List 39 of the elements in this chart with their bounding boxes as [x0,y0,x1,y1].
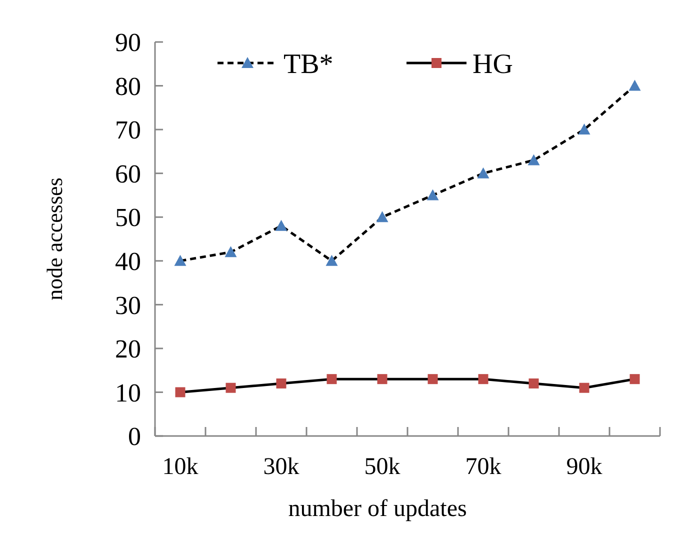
point [528,154,540,166]
y-tick-label: 0 [128,422,141,452]
x-tick-label: 70k [465,454,502,480]
point [326,374,337,384]
point [426,189,439,200]
point [478,374,488,384]
point [326,254,338,266]
x-tick-label: 10k [162,454,198,480]
point [630,374,640,384]
x-tick-label: 30k [263,454,300,480]
point [174,254,186,266]
x-tick-label: 50k [364,454,400,480]
y-axis-title: node accesses [42,178,67,300]
y-tick-label: 80 [115,72,141,101]
y-tick-label: 50 [115,203,141,232]
point [224,246,237,258]
point [376,211,388,222]
legend-label: TB* [284,48,334,80]
y-tick-label: 20 [115,334,141,364]
point [276,378,286,388]
point [579,382,590,393]
point [175,387,186,398]
x-axis-title: number of updates [288,496,467,522]
y-tick-label: 60 [115,159,141,188]
point [477,167,490,178]
point [226,382,236,393]
point [528,378,539,388]
y-tick-label: 40 [115,246,141,276]
point [377,374,388,384]
y-tick-label: 30 [115,290,141,320]
point [428,374,438,384]
y-tick-label: 90 [115,28,141,58]
point [275,220,288,231]
point [628,80,641,91]
x-tick-label: 90k [566,454,602,480]
legend-label: HG [472,48,513,80]
point [578,124,590,135]
y-tick-label: 10 [115,378,141,408]
y-tick-label: 70 [115,116,141,145]
